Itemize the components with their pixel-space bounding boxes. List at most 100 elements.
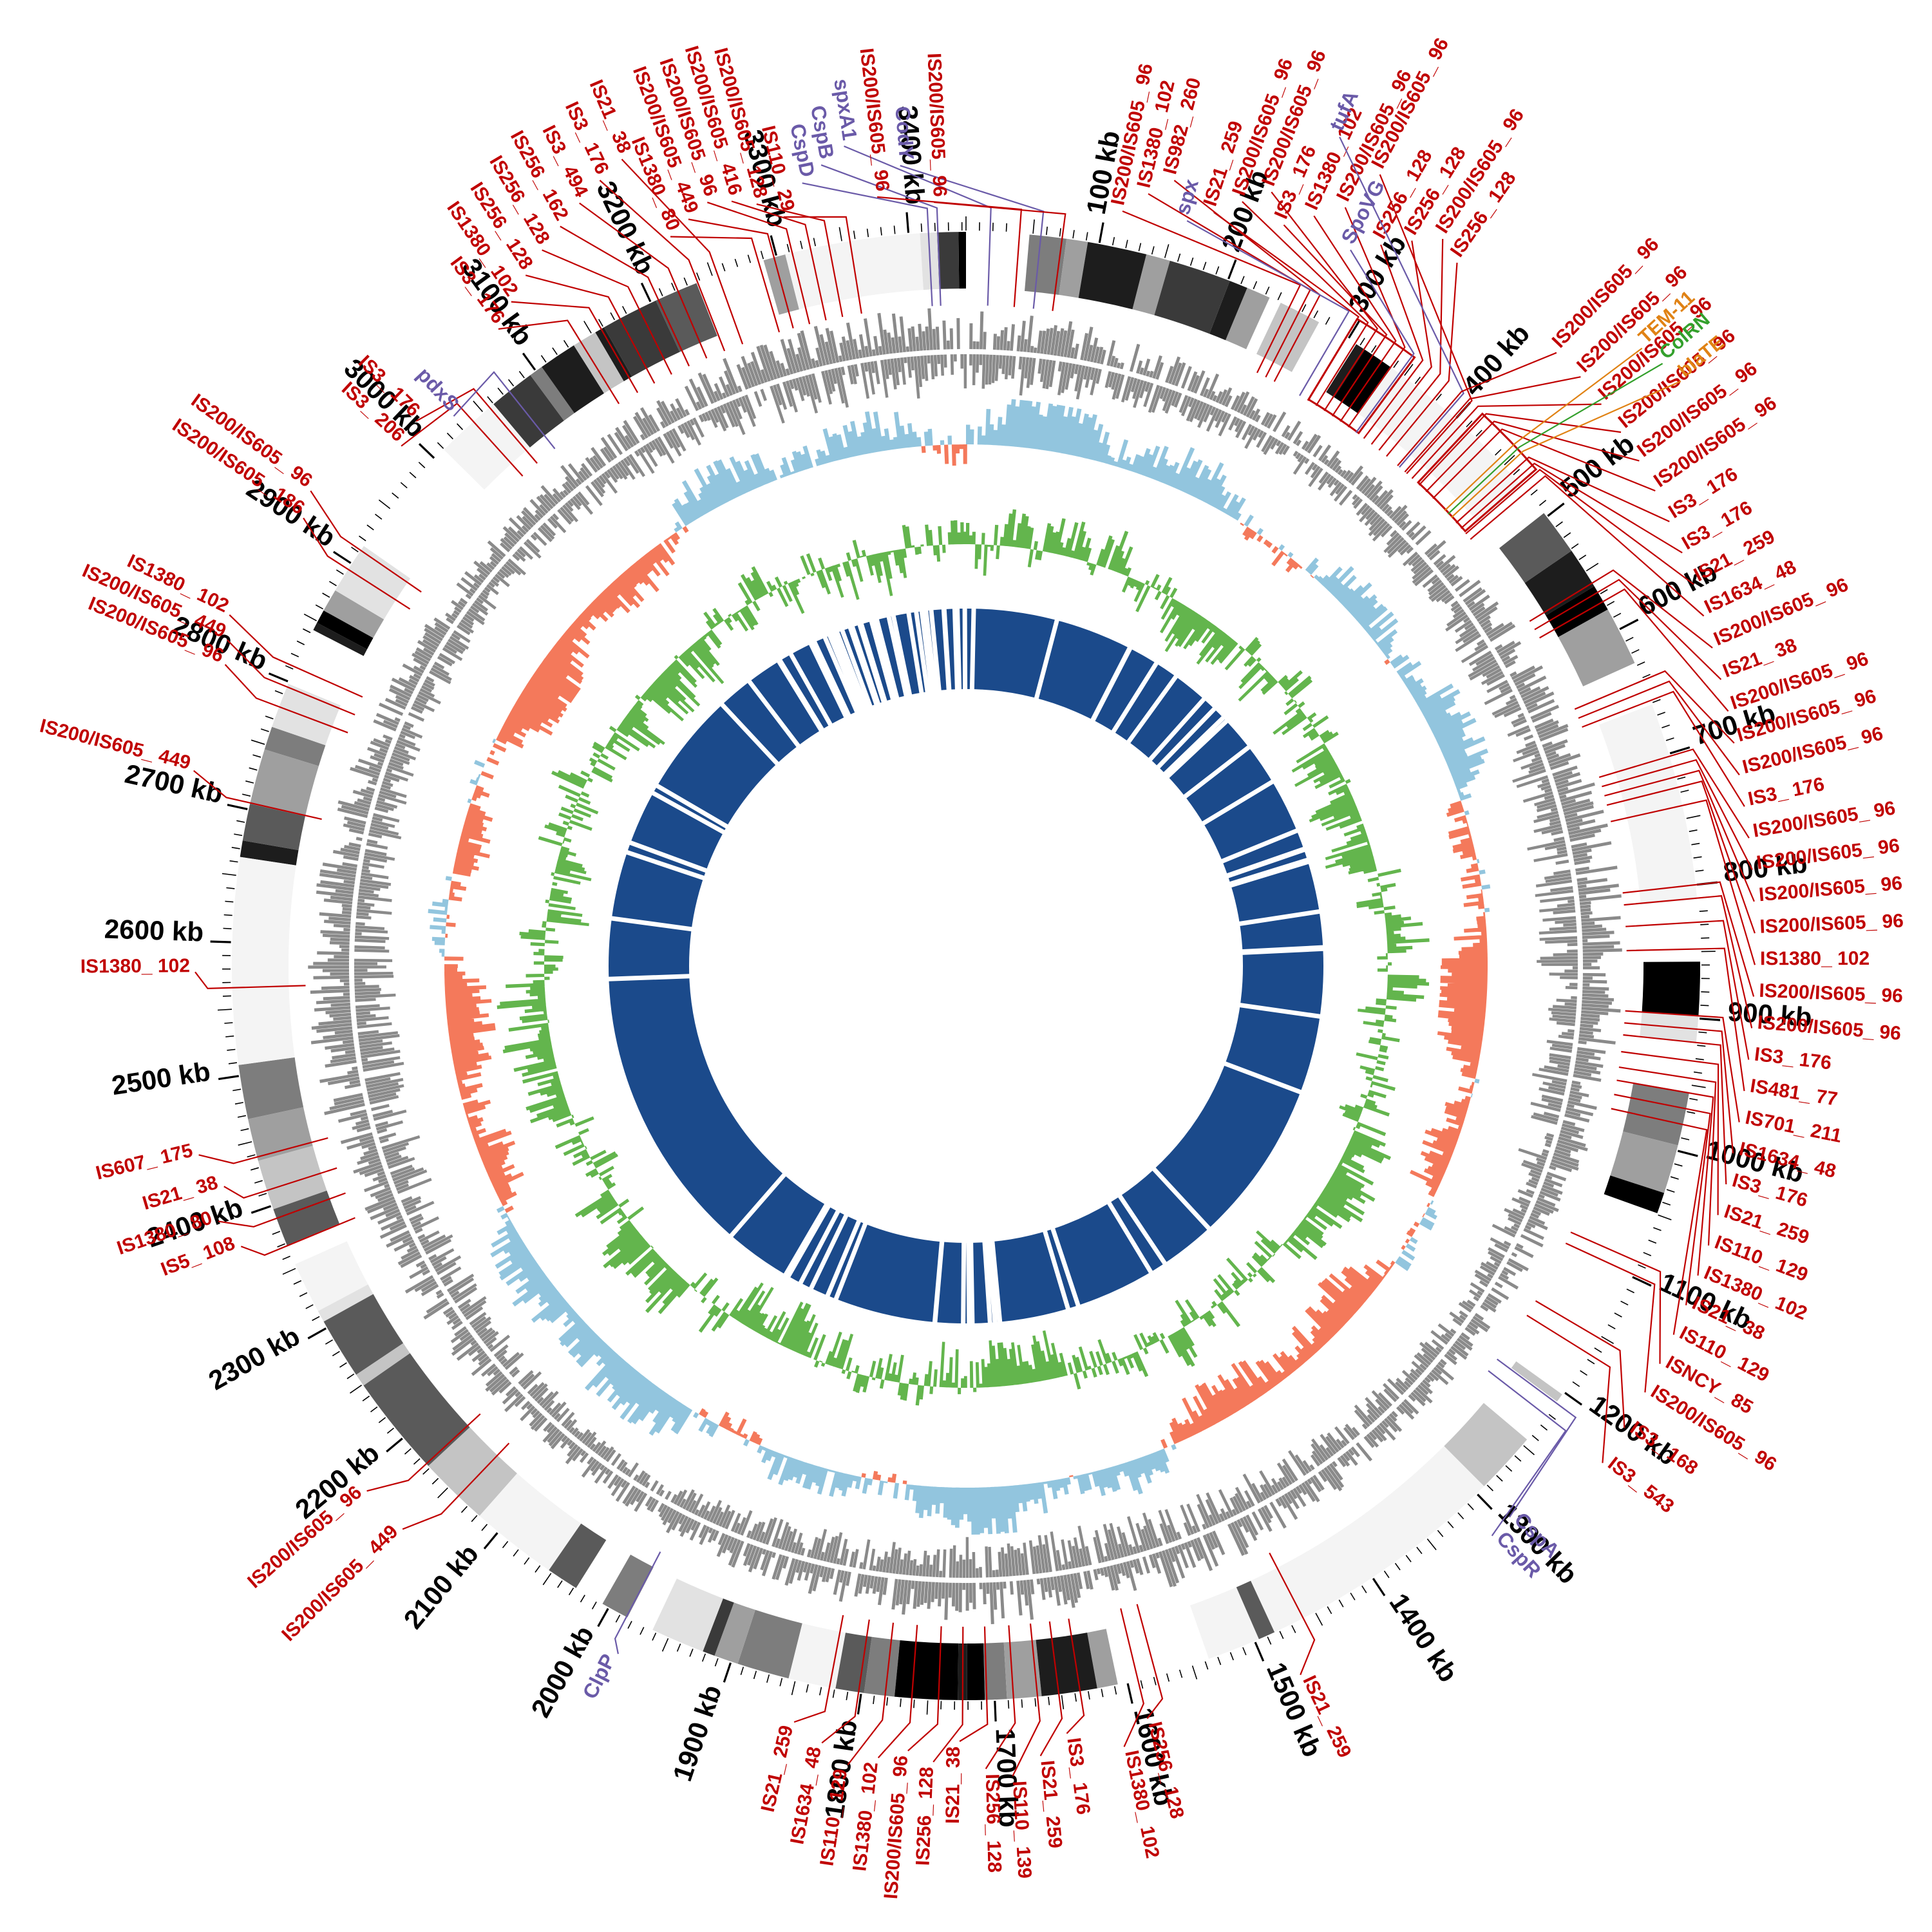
axis-position-label: 1900 kb (667, 1681, 727, 1785)
feature-leader-line (783, 216, 862, 314)
feature-leader-line (1622, 881, 1755, 997)
feature-leader-line (1529, 569, 1713, 649)
feature-leader-line (1611, 1108, 1708, 1335)
is-element-label: IS200/IS605_ 96 (1756, 835, 1901, 874)
feature-leader-line (1610, 799, 1756, 965)
feature-leader-line (1465, 468, 1694, 585)
feature-leader-line (1604, 770, 1755, 902)
feature-leader-line (1444, 347, 1643, 511)
feature-leader-line (1455, 456, 1670, 524)
is-element-label: IS3_ 176 (1063, 1736, 1094, 1815)
gene-leader-line (614, 1551, 661, 1654)
feature-leader-line (1450, 380, 1681, 518)
is-element-label: IS701_ 211 (1743, 1107, 1843, 1147)
feature-leader-line (1621, 1050, 1719, 1215)
gc-content-negative (444, 444, 1488, 1484)
gene-label: spx (1171, 176, 1203, 217)
feature-leader-line (1623, 1034, 1727, 1185)
feature-leader-line (1470, 475, 1705, 617)
gene-leader-line (820, 164, 942, 306)
feature-leader-line (525, 274, 656, 384)
feature-leader-line (511, 301, 639, 393)
core-genome-ring (609, 609, 1323, 1323)
feature-leader-line (1425, 421, 1640, 493)
feature-leader-line (1582, 690, 1745, 807)
genes-forward-track (308, 308, 1622, 1625)
feature-leader-line (1411, 403, 1602, 479)
feature-leader-line (1598, 748, 1750, 838)
feature-leader-line (1534, 578, 1722, 680)
feature-leader-line (366, 1413, 481, 1492)
feature-leader-line (793, 1615, 844, 1723)
axis-position-label: 900 kb (1727, 996, 1813, 1032)
is-element-label: IS1380_ 102 (80, 955, 190, 977)
is-element-label: IS21_ 38 (942, 1747, 964, 1824)
feature-leader-line (1625, 1010, 1740, 1122)
feature-leader-line (1526, 1314, 1611, 1463)
gene-leader-line (1186, 220, 1350, 396)
is-element-label: IS3_ 176 (1753, 1044, 1832, 1074)
is-element-label: IS256_ 128 (912, 1766, 937, 1866)
axis-position-label: 1700 kb (990, 1728, 1025, 1828)
is-element-label: IS21_ 259 (757, 1723, 797, 1814)
is-element-label: IS200/IS605_ 449 (37, 715, 193, 774)
feature-leader-line (1624, 1022, 1734, 1154)
feature-leader-line (402, 1443, 510, 1530)
feature-leader-line (1606, 780, 1756, 934)
gene-leader-line (1350, 249, 1415, 433)
gene-label: CodY (891, 106, 918, 161)
gene-leader-line (453, 371, 556, 450)
feature-leader-line (670, 236, 781, 333)
feature-leader-line (1120, 1608, 1144, 1747)
feature-leader-line (1602, 759, 1753, 871)
feature-leader-line (1539, 588, 1729, 712)
feature-leader-line (1404, 376, 1581, 473)
feature-leader-line (1418, 413, 1622, 486)
feature-leader-line (731, 200, 827, 321)
gene-leader-line (1488, 1370, 1567, 1537)
core-ring-gaps (606, 605, 1326, 1327)
feature-leader-line (1269, 1552, 1316, 1676)
axis-position-label: 2600 kb (104, 914, 204, 947)
feature-leader-line (1626, 947, 1745, 1092)
feature-leader-line (621, 158, 744, 345)
highlight-box (1416, 412, 1538, 533)
feature-leader-line (1616, 1079, 1714, 1276)
feature-leader-line (1213, 211, 1359, 401)
gc-content-positive (428, 399, 1491, 1535)
feature-leader-line (1283, 224, 1388, 417)
feature-leader-line (1574, 670, 1735, 744)
feature-leader-line (706, 202, 811, 325)
feature-leader-line (579, 202, 708, 359)
feature-leader-line (310, 490, 422, 593)
feature-leader-line (1242, 201, 1369, 406)
feature-leader-line (1432, 428, 1656, 499)
feature-leader-line (498, 319, 620, 404)
axis-position-label: 2500 kb (109, 1056, 212, 1101)
is-element-label: IS3_ 176 (1746, 773, 1826, 810)
feature-leader-line (1039, 1621, 1063, 1757)
feature-leader-line (1447, 363, 1663, 515)
feature-leader-line (688, 218, 794, 328)
feature-leader-line (224, 664, 348, 734)
feature-leader-line (907, 1626, 942, 1752)
feature-leader-line (1363, 244, 1424, 439)
axis-position-label: 2100 kb (397, 1539, 484, 1634)
axis-position-label: 500 kb (1555, 428, 1640, 504)
axis-position-label: 1400 kb (1384, 1588, 1464, 1687)
is-element-label: IS607_ 175 (94, 1140, 195, 1184)
feature-leader-line (194, 971, 306, 990)
highlight-box (1307, 317, 1416, 435)
is-element-label: IS1380_ 102 (1760, 948, 1870, 969)
feature-leader-line (193, 770, 322, 820)
feature-leader-line (1066, 1618, 1085, 1734)
is-element-label: IS200/IS605_ 96 (856, 47, 893, 193)
feature-leader-line (821, 1619, 870, 1744)
gene-leader-line (802, 182, 933, 307)
feature-leader-line (1344, 207, 1406, 428)
feature-leader-line (1624, 895, 1753, 1028)
feature-leader-line (542, 249, 672, 375)
feature-leader-line (1618, 1066, 1717, 1246)
feature-leader-line (560, 225, 690, 366)
feature-leader-line (959, 1626, 989, 1742)
